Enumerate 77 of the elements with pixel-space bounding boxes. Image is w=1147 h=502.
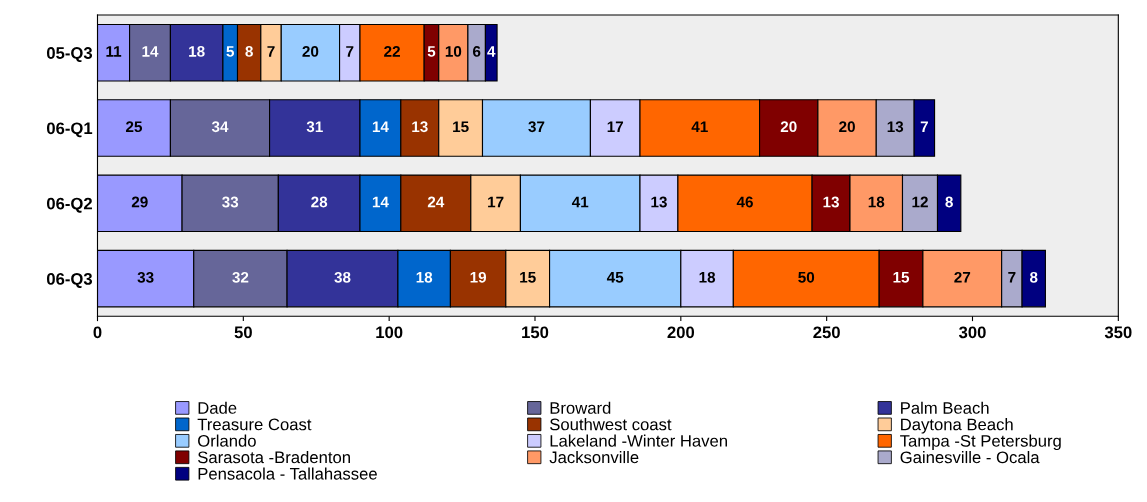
y-tick-label: 05-Q3 [46,47,93,63]
data-label: 46 [736,196,753,208]
data-label: 19 [470,271,487,283]
data-label: 25 [125,121,143,133]
data-label: 14 [372,121,389,132]
data-label: 17 [607,121,624,132]
data-label: 20 [302,45,319,57]
data-label: 34 [211,121,229,133]
x-tick-label: 100 [376,326,403,339]
y-tick-label: 06-Q2 [46,197,92,213]
data-label: 32 [232,271,249,283]
data-label: 27 [954,271,971,283]
x-tick-label: 350 [1104,326,1132,339]
data-label: 10 [445,45,462,57]
data-label: 41 [571,196,589,208]
data-label: 18 [189,45,205,57]
data-label: 13 [887,121,904,133]
x-tick-label: 200 [667,326,695,339]
data-label: 38 [334,271,351,283]
data-label: 33 [222,196,239,208]
data-label: 18 [868,196,885,208]
legend-label: Jacksonville [549,451,639,464]
data-label: 17 [488,196,504,208]
data-label: 8 [245,45,253,57]
x-tick-label: 150 [522,326,549,339]
data-label: 50 [798,271,815,283]
data-label: 24 [427,196,445,208]
data-label: 11 [106,46,122,57]
data-label: 33 [137,271,154,283]
data-label: 28 [311,196,328,208]
legend-label: Southwest coast [550,418,672,431]
data-label: 8 [1029,271,1038,283]
legend-label: Sarasota -Bradenton [198,451,350,464]
data-label: 20 [780,121,797,133]
data-label: 14 [142,46,159,57]
data-label: 29 [131,196,148,208]
data-label: 8 [945,196,953,208]
data-label: 13 [823,196,839,208]
legend-label: Orlando [198,434,256,447]
x-tick-label: 300 [958,326,986,339]
data-label: 7 [920,121,928,132]
legend-label: Palm Beach [901,401,989,414]
legend-label: Broward [550,401,611,414]
data-label: 15 [453,121,469,133]
y-tick-label: 06-Q1 [46,122,93,138]
data-label: 20 [839,121,855,133]
data-label: 18 [416,271,433,283]
legend-label: Treasure Coast [197,418,312,431]
data-label: 13 [651,196,667,208]
legend-label: Tampa -St Petersburg [900,434,1061,451]
legend-label: Gainesville - Ocala [900,451,1040,464]
data-label: 7 [346,46,354,57]
data-label: 12 [912,196,928,208]
data-label: 41 [691,121,708,132]
data-label: 31 [306,121,323,133]
data-label: 37 [528,121,545,133]
legend-label: Daytona Beach [901,418,1013,434]
data-label: 13 [412,121,428,133]
legend-label: Pensacola - Tallahassee [198,467,377,480]
data-label: 18 [699,271,716,283]
data-label: 7 [1008,272,1016,283]
data-label: 5 [427,46,436,57]
legend-label: Dade [198,401,237,414]
legend-label: Lakeland -Winter Haven [550,434,727,447]
data-label: 22 [384,45,400,57]
x-tick-label: 0 [93,326,102,339]
x-tick-label: 50 [234,326,252,339]
x-tick-label: 250 [813,326,840,339]
data-label: 7 [267,46,275,57]
data-label: 5 [226,46,235,57]
data-label: 4 [487,46,496,57]
data-label: 15 [520,272,536,283]
data-label: 6 [472,45,481,57]
data-label: 14 [372,196,389,208]
data-label: 45 [606,272,624,283]
data-label: 15 [893,272,910,283]
y-tick-label: 06-Q3 [46,273,93,288]
